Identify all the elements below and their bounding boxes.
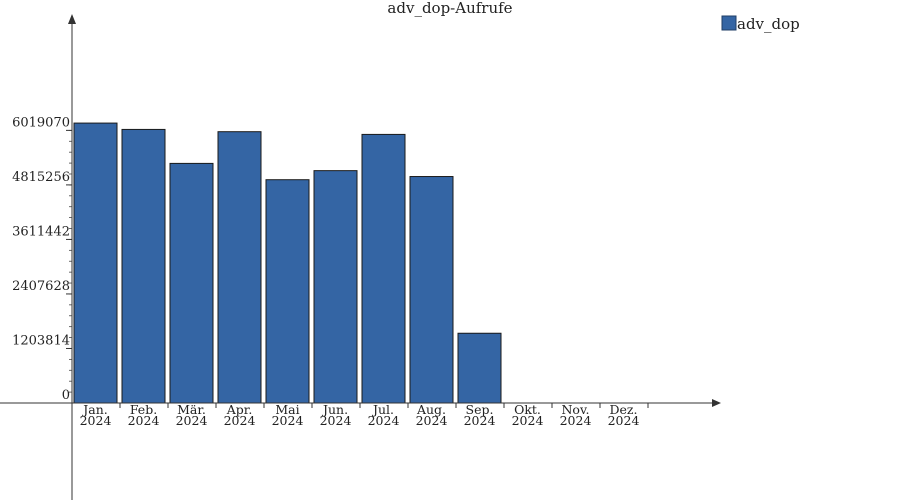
x-tick-label-year: 2024 [320, 413, 352, 428]
x-tick-label-year: 2024 [128, 413, 160, 428]
y-tick-label: 0 [62, 388, 70, 403]
x-axis-arrow [712, 399, 721, 407]
x-tick-label-month: Nov. [561, 402, 589, 417]
x-tick-label-month: Sep. [466, 402, 494, 417]
bar-8 [409, 176, 454, 404]
x-tick-label-month: Mär. [177, 402, 206, 417]
x-tick-label-year: 2024 [176, 413, 208, 428]
bars-group [73, 122, 502, 404]
y-tick-label: 1203814 [12, 333, 70, 348]
x-tick-label-year: 2024 [512, 413, 544, 428]
bar-2 [121, 128, 166, 404]
bar-3 [169, 162, 214, 404]
x-tick-label-month: Feb. [130, 402, 157, 417]
x-tick-label-month: Okt. [514, 402, 541, 417]
y-tick-label: 6019070 [12, 115, 70, 130]
bar-9 [457, 332, 502, 404]
x-tick-label-year: 2024 [560, 413, 592, 428]
y-tick-label: 4815256 [12, 170, 70, 185]
bar-4 [217, 131, 262, 404]
x-tick-label-year: 2024 [272, 413, 304, 428]
x-tick-label-year: 2024 [368, 413, 400, 428]
bar-1 [73, 122, 118, 404]
y-tick-label: 2407628 [12, 279, 70, 294]
x-tick-label-month: Apr. [226, 402, 253, 417]
bar-5 [265, 179, 310, 404]
chart-title: adv_dop-Aufrufe [387, 0, 512, 17]
x-tick-label-year: 2024 [416, 413, 448, 428]
x-tick-label-year: 2024 [224, 413, 256, 428]
x-tick-label-month: Jan. [81, 402, 108, 417]
x-tick-label-month: Aug. [416, 402, 446, 417]
x-tick-label-month: Dez. [610, 402, 638, 417]
legend-label: adv_dop [737, 15, 800, 33]
x-tick-label-year: 2024 [464, 413, 496, 428]
bar-6 [313, 170, 358, 404]
legend: adv_dop [721, 15, 800, 33]
x-tick-label-month: Mai [275, 402, 299, 417]
y-tick-label: 3611442 [12, 224, 70, 239]
y-axis-arrow [68, 14, 76, 24]
legend-swatch [721, 15, 737, 31]
ticks-group: 0 1203814 2407628 3611442 4815256 6019070 Jan.… [12, 115, 649, 428]
x-tick-label-month: Jul. [371, 402, 394, 417]
x-tick-label-month: Jun. [321, 402, 348, 417]
x-tick-label-year: 2024 [608, 413, 640, 428]
bar-7 [361, 133, 406, 404]
x-tick-label-year: 2024 [80, 413, 112, 428]
